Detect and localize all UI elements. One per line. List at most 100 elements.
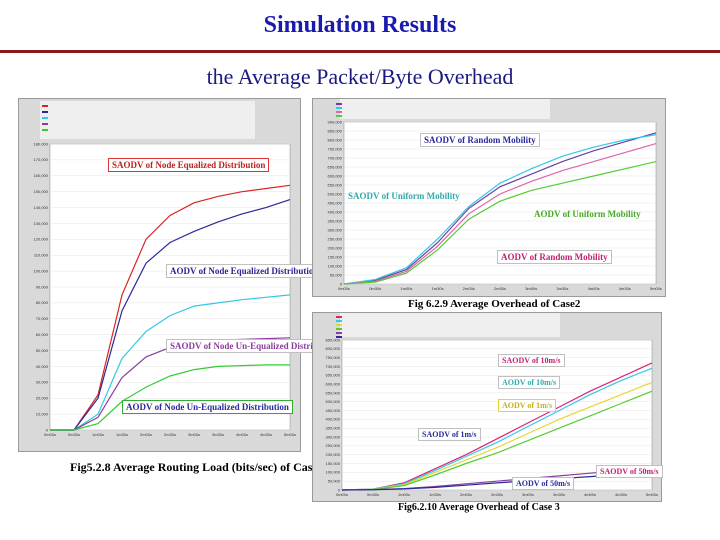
chart-2-annotation-saodv-uniform: SAODV of Uniform Mobility	[348, 191, 460, 201]
chart-1-y-tick-label: 180,000	[34, 141, 49, 146]
chart-3-series-3-line	[341, 381, 653, 491]
chart-3-legend-swatch	[336, 336, 342, 338]
chart-2-annotation-aodv-uniform: AODV of Uniform Mobility	[534, 209, 641, 219]
chart-2-x-tick-label: 3m30s	[556, 286, 568, 291]
chart-1-y-tick-label: 100,000	[34, 268, 49, 273]
chart-1-y-tick-label: 110,000	[34, 253, 49, 258]
chart-1-x-tick-label: 1m30s	[116, 432, 128, 437]
chart-1-x-tick-label: 0m30s	[68, 432, 80, 437]
chart-1-legend	[40, 101, 255, 139]
chart-3-y-tick-label: 200,000	[326, 452, 341, 457]
chart-1-y-tick-label: 20,000	[36, 396, 49, 401]
chart-3-y-tick-label: 650,000	[326, 373, 341, 378]
chart-2-x-tick-label: 0m30s	[369, 286, 381, 291]
chart-2-y-tick-label: 500,000	[328, 191, 343, 196]
chart-2-y-tick-label: 750,000	[328, 146, 343, 151]
chart-3-y-tick-label: 100,000	[326, 470, 341, 475]
chart-3-legend-swatch	[336, 320, 342, 322]
chart-3-legend-swatch	[336, 328, 342, 330]
chart-3-y-tick-label: 50,000	[328, 479, 341, 484]
chart-2-y-tick-label: 900,000	[328, 119, 343, 124]
chart-2-y-tick-label: 300,000	[328, 227, 343, 232]
chart-2-y-tick-label: 450,000	[328, 200, 343, 205]
chart-2-annotation-saodv-random: SAODV of Random Mobility	[420, 133, 540, 147]
chart-1-y-tick-label: 130,000	[34, 221, 49, 226]
chart-2-y-tick-label: 150,000	[328, 254, 343, 259]
chart-3-y-tick-label: 400,000	[326, 417, 341, 422]
chart-2-x-tick-label: 3m00s	[525, 286, 537, 291]
chart-1-legend-swatch	[42, 123, 48, 125]
chart-2-y-tick-label: 800,000	[328, 137, 343, 142]
chart-3-x-tick-label: 1m00s	[398, 492, 410, 497]
chart-3-series-4-line	[341, 390, 653, 491]
chart-3-caption: Fig6.2.10 Average Overhead of Case 3	[398, 502, 560, 513]
chart-1-y-tick-label: 80,000	[36, 300, 49, 305]
chart-2-y-tick-label: 200,000	[328, 245, 343, 250]
chart-2-y-tick-label: 700,000	[328, 155, 343, 160]
chart-1-y-tick-label: 90,000	[36, 284, 49, 289]
chart-2-x-tick-label: 0m00s	[338, 286, 350, 291]
chart-2-legend-swatch	[336, 115, 342, 117]
chart-2-annotation-aodv-random: AODV of Random Mobility	[497, 250, 612, 264]
chart-1-x-tick-label: 2m30s	[164, 432, 176, 437]
chart-1-series-1-line	[50, 184, 291, 431]
chart-3-legend	[340, 313, 560, 337]
chart-3-legend-swatch	[336, 316, 342, 318]
chart-1-legend-swatch	[42, 117, 48, 119]
chart-2-x-tick-label: 5m00s	[650, 286, 662, 291]
chart-1-x-tick-label: 3m00s	[188, 432, 200, 437]
chart-1-x-tick-label: 0m00s	[44, 432, 56, 437]
chart-1-plot: 0 10,000 20,000 30,000 40,000 50,000 60,000 70,…	[34, 141, 296, 437]
chart-3-x-tick-label: 4m00s	[584, 492, 596, 497]
chart-2-series-4-line	[343, 161, 657, 285]
chart-3-y-tick-label: 750,000	[326, 355, 341, 360]
chart-1-annotation-saodv-equalized: SAODV of Node Equalized Distribution	[108, 158, 270, 172]
chart-1-y-tick-label: 10,000	[36, 411, 49, 416]
chart-1-y-tick-label: 140,000	[34, 205, 49, 210]
chart-1-x-tick-label: 3m30s	[212, 432, 224, 437]
chart-1-annotation-aodv-unequalized: AODV of Node Un-Equalized Distribution	[122, 400, 293, 414]
chart-3-x-tick-label: 2m30s	[491, 492, 503, 497]
chart-2-x-tick-label: 4m30s	[619, 286, 631, 291]
chart-2-y-tick-label: 850,000	[328, 128, 343, 133]
chart-2-series-2-line	[343, 134, 657, 285]
chart-1-x-tick-label: 2m00s	[140, 432, 152, 437]
chart-2-y-tick-label: 0	[340, 281, 343, 286]
chart-2-y-tick-label: 50,000	[330, 272, 343, 277]
chart-1-annotation-aodv-equalized: AODV of Node Equalized Distribution	[166, 264, 323, 278]
chart-3-y-tick-label: 800,000	[326, 346, 341, 351]
chart-3-y-tick-label: 350,000	[326, 426, 341, 431]
chart-2-x-tick-label: 2m00s	[463, 286, 475, 291]
chart-1-series-2-line	[50, 199, 291, 431]
chart-2-x-tick-label: 1m30s	[432, 286, 444, 291]
title-rule	[0, 50, 720, 53]
chart-1-y-tick-label: 40,000	[36, 364, 49, 369]
chart-2-x-tick-label: 4m00s	[588, 286, 600, 291]
chart-3-annotation-aodv-10: AODV of 10m/s	[498, 376, 561, 389]
chart-1-legend-swatch	[42, 129, 48, 131]
chart-3-y-tick-label: 0	[338, 487, 341, 492]
chart-1-x-tick-label: 5m00s	[284, 432, 296, 437]
chart-1-y-tick-label: 70,000	[36, 316, 49, 321]
chart-3-y-tick-label: 600,000	[326, 381, 341, 386]
chart-3-x-tick-label: 0m00s	[336, 492, 348, 497]
chart-1-y-tick-label: 170,000	[34, 157, 49, 162]
chart-3-plot: 0 50,000 100,000 150,000 200,000 250,000 300,0…	[326, 337, 658, 497]
chart-3-legend-swatch	[336, 332, 342, 334]
chart-3-x-tick-label: 2m00s	[460, 492, 472, 497]
chart-2-y-tick-label: 550,000	[328, 182, 343, 187]
chart-2-y-tick-label: 600,000	[328, 173, 343, 178]
chart-2-x-tick-label: 1m00s	[400, 286, 412, 291]
chart-1-x-tick-label: 4m30s	[260, 432, 272, 437]
chart-2-x-tick-label: 2m30s	[494, 286, 506, 291]
chart-2-legend	[340, 99, 550, 119]
chart-1-x-tick-label: 4m00s	[236, 432, 248, 437]
chart-2-y-tick-label: 400,000	[328, 209, 343, 214]
chart-2-legend-swatch	[336, 111, 342, 113]
chart-2-y-tick-label: 100,000	[328, 263, 343, 268]
chart-3-legend-swatch	[336, 324, 342, 326]
chart-3-x-tick-label: 3m00s	[522, 492, 534, 497]
chart-3-y-tick-label: 700,000	[326, 364, 341, 369]
chart-3-y-tick-label: 850,000	[326, 337, 341, 342]
chart-3-annotation-saodv-50: SAODV of 50m/s	[596, 465, 663, 478]
